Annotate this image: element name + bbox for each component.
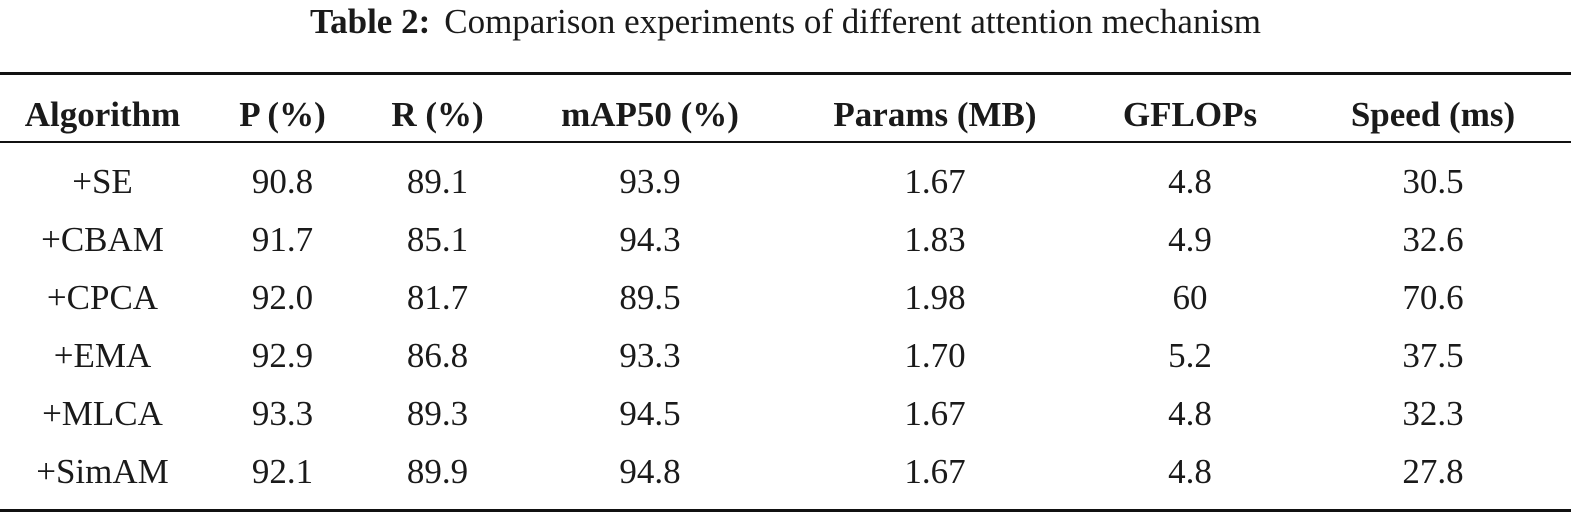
- speed-cell: 27.8: [1402, 452, 1464, 491]
- algorithm-cell: +CBAM: [41, 220, 164, 259]
- speed-cell: 32.6: [1402, 220, 1464, 259]
- speed-cell: 70.6: [1402, 278, 1464, 317]
- map50-cell: 93.9: [619, 162, 681, 201]
- map50-cell: 94.8: [619, 452, 681, 491]
- algorithm-cell: +SimAM: [36, 452, 169, 491]
- precision-cell: 92.0: [251, 278, 314, 317]
- algorithm-cell: +CPCA: [46, 278, 159, 317]
- spacer-cell: [0, 145, 1571, 153]
- recall-cell: 89.1: [406, 162, 469, 201]
- algorithm-cell: +SE: [72, 162, 133, 201]
- map50-cell: 93.3: [619, 336, 681, 375]
- header-map50: mAP50 (%): [561, 95, 739, 134]
- header-row: Algorithm P (%) R (%) mAP50 (%) Params (…: [0, 85, 1571, 145]
- speed-cell: 37.5: [1402, 336, 1464, 375]
- header-spacer: [0, 145, 1571, 153]
- params-cell: 1.67: [904, 452, 966, 491]
- precision-cell: 92.1: [251, 452, 314, 491]
- table-row: +SimAM 92.1 89.9 94.8 1.67 4.8 27.8: [0, 443, 1571, 501]
- recall-cell: 81.7: [406, 278, 469, 317]
- params-cell: 1.98: [904, 278, 966, 317]
- table-row: +CPCA 92.0 81.7 89.5 1.98 60 70.6: [0, 269, 1571, 327]
- header-speed: Speed (ms): [1350, 95, 1516, 134]
- recall-cell: 86.8: [406, 336, 469, 375]
- table-row: +MLCA 93.3 89.3 94.5 1.67 4.8 32.3: [0, 385, 1571, 443]
- table-row: +SE 90.8 89.1 93.9 1.67 4.8 30.5: [0, 153, 1571, 211]
- caption-label: Table 2:: [309, 2, 431, 41]
- header-precision: P (%): [239, 95, 326, 134]
- header-recall: R (%): [391, 95, 484, 134]
- gflops-cell: 5.2: [1168, 336, 1212, 375]
- bottom-rule: [0, 509, 1571, 512]
- header-algorithm: Algorithm: [24, 95, 181, 134]
- precision-cell: 91.7: [251, 220, 314, 259]
- precision-cell: 93.3: [251, 394, 314, 433]
- gflops-cell: 4.8: [1168, 452, 1212, 491]
- params-cell: 1.70: [904, 336, 966, 375]
- params-cell: 1.83: [904, 220, 966, 259]
- map50-cell: 89.5: [619, 278, 681, 317]
- header-rule: [0, 141, 1571, 143]
- map50-cell: 94.3: [619, 220, 681, 259]
- gflops-cell: 60: [1172, 278, 1208, 317]
- map50-cell: 94.5: [619, 394, 681, 433]
- params-cell: 1.67: [904, 162, 966, 201]
- speed-cell: 32.3: [1402, 394, 1464, 433]
- precision-cell: 90.8: [251, 162, 314, 201]
- params-cell: 1.67: [904, 394, 966, 433]
- recall-cell: 89.3: [406, 394, 469, 433]
- precision-cell: 92.9: [251, 336, 314, 375]
- algorithm-cell: +EMA: [53, 336, 152, 375]
- speed-cell: 30.5: [1402, 162, 1464, 201]
- recall-cell: 85.1: [406, 220, 469, 259]
- algorithm-cell: +MLCA: [42, 394, 163, 433]
- gflops-cell: 4.8: [1168, 394, 1212, 433]
- results-table: Algorithm P (%) R (%) mAP50 (%) Params (…: [0, 85, 1571, 501]
- top-rule: [0, 72, 1571, 75]
- table-caption: Table 2: Comparison experiments of differ…: [0, 0, 1571, 44]
- gflops-cell: 4.8: [1168, 162, 1212, 201]
- caption-text: Comparison experiments of different atte…: [444, 2, 1262, 41]
- header-gflops: GFLOPs: [1122, 95, 1258, 134]
- recall-cell: 89.9: [406, 452, 469, 491]
- table-row: +CBAM 91.7 85.1 94.3 1.83 4.9 32.6: [0, 211, 1571, 269]
- table-row: +EMA 92.9 86.8 93.3 1.70 5.2 37.5: [0, 327, 1571, 385]
- gflops-cell: 4.9: [1168, 220, 1212, 259]
- header-params: Params (MB): [833, 95, 1037, 134]
